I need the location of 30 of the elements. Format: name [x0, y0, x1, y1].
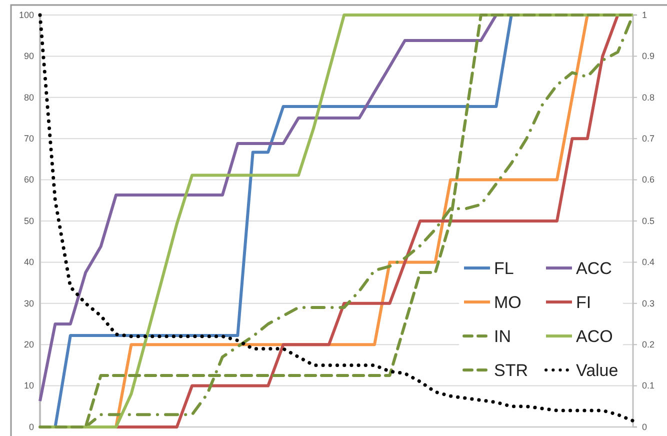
y2-tick-label: 0.3 [642, 298, 655, 308]
y-tick-label: 70 [24, 133, 34, 144]
legend-label: ACO [576, 326, 613, 346]
y-tick-label: 30 [24, 298, 34, 308]
legend-label: FI [576, 292, 592, 312]
y2-tick-label: 0.5 [642, 216, 655, 226]
y2-tick-label: 1 [642, 10, 648, 20]
legend-label: Value [576, 360, 618, 380]
legend-label: STR [494, 360, 528, 380]
y2-tick-label: 0 [642, 422, 648, 432]
y2-tick-label: 0.9 [642, 51, 655, 62]
y2-tick-label: 0.7 [642, 133, 655, 144]
y-tick-label: 60 [24, 174, 34, 185]
y-tick-label: 10 [24, 380, 34, 391]
y-tick-label: 40 [24, 257, 34, 268]
legend-label: MO [494, 292, 522, 312]
legend-label: IN [494, 326, 511, 346]
y-tick-label: 20 [24, 339, 34, 350]
y-tick-label: 50 [24, 216, 34, 226]
y2-tick-label: 0.1 [642, 380, 655, 391]
y-tick-label: 0 [28, 422, 34, 432]
y2-tick-label: 0.4 [642, 257, 655, 268]
legend-label: ACC [576, 258, 612, 278]
y-tick-label: 80 [24, 92, 34, 102]
legend-label: FL [494, 258, 514, 278]
y2-tick-label: 0.8 [642, 92, 655, 102]
y2-tick-label: 0.2 [642, 339, 655, 350]
y-tick-label: 100 [18, 10, 34, 20]
y-tick-label: 90 [24, 51, 34, 62]
y2-tick-label: 0.6 [642, 174, 655, 185]
